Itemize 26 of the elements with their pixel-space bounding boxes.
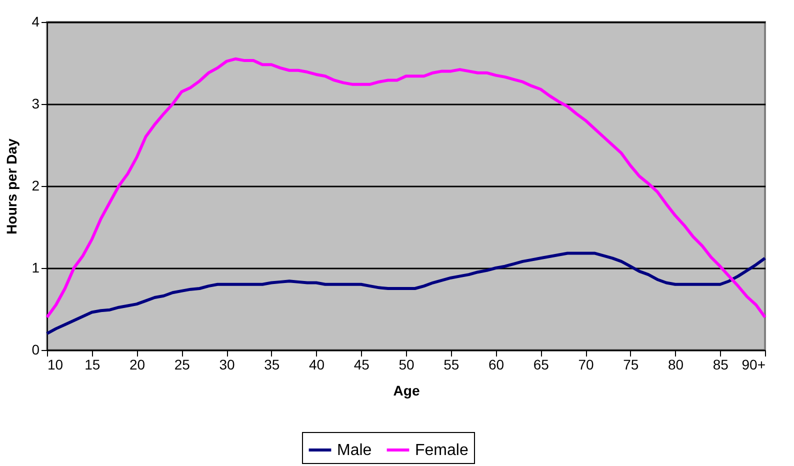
y-tick-label: 3 bbox=[32, 96, 40, 112]
x-tick-label: 65 bbox=[533, 356, 550, 372]
x-tick-label: 55 bbox=[444, 356, 460, 372]
y-tick-label: 0 bbox=[32, 342, 40, 358]
x-tick-label: 70 bbox=[578, 356, 594, 372]
y-tick-label: 2 bbox=[32, 178, 40, 194]
y-axis-title: Hours per Day bbox=[4, 138, 20, 234]
x-tick-label: 40 bbox=[308, 356, 325, 372]
x-tick-label: 80 bbox=[668, 356, 684, 372]
x-tick-label: 35 bbox=[264, 356, 280, 372]
y-tick-label: 1 bbox=[32, 260, 40, 276]
legend-label: Male bbox=[337, 442, 372, 459]
x-tick-label: 75 bbox=[623, 356, 639, 372]
x-tick-label: 60 bbox=[488, 356, 504, 372]
x-tick-label: 15 bbox=[84, 356, 100, 372]
x-tick-label: 25 bbox=[174, 356, 190, 372]
x-tick-label: 85 bbox=[712, 356, 729, 372]
x-tick-label: 20 bbox=[129, 356, 146, 372]
y-tick-label: 4 bbox=[32, 14, 40, 30]
x-tick-label: 10 bbox=[48, 356, 64, 372]
x-tick-label: 90+ bbox=[742, 356, 766, 372]
legend-label: Female bbox=[415, 442, 468, 459]
x-tick-label: 45 bbox=[354, 356, 370, 372]
x-tick-label: 30 bbox=[219, 356, 235, 372]
x-axis-title: Age bbox=[393, 382, 420, 398]
x-tick-label: 50 bbox=[398, 356, 414, 372]
